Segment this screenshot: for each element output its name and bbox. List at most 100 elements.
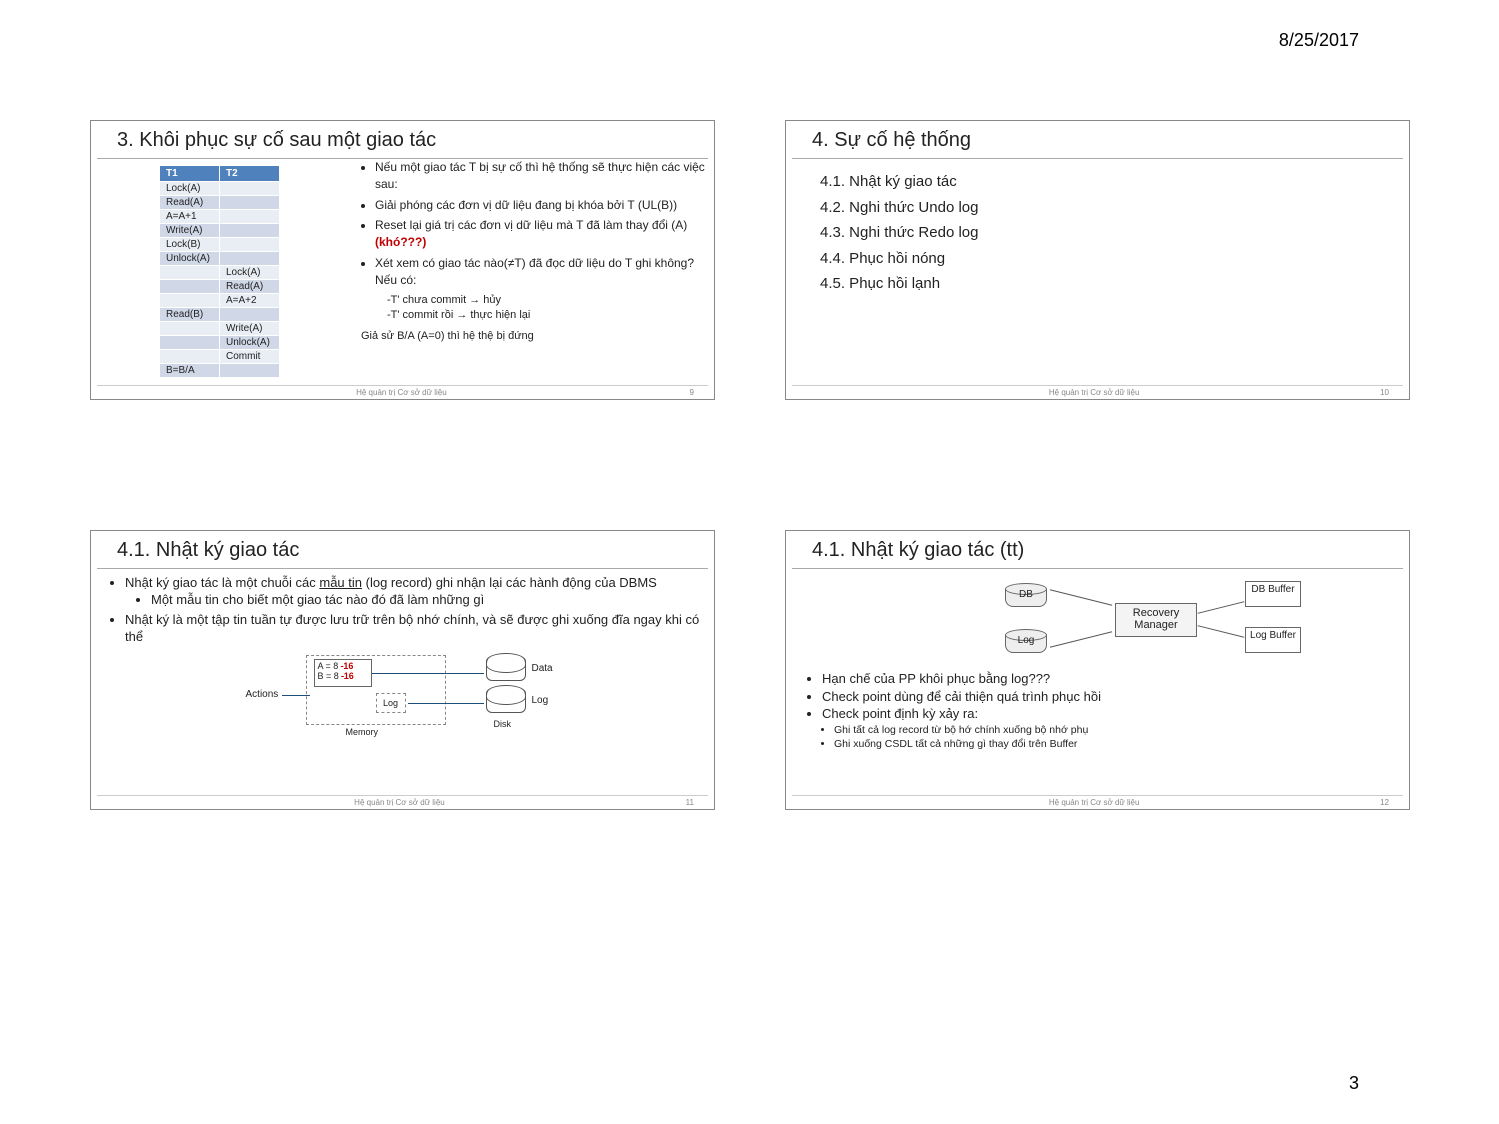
table-cell: Commit bbox=[220, 350, 280, 364]
bullet: Reset lại giá trị các đơn vị dữ liệu mà … bbox=[375, 217, 708, 251]
sub-bullet: -T' commit rồi → thực hiện lại bbox=[361, 308, 708, 323]
log-buffer-box: Log Buffer bbox=[1245, 627, 1301, 653]
table-cell bbox=[160, 280, 220, 294]
toc-item: 4.4. Phục hồi nóng bbox=[820, 246, 1395, 272]
transaction-table: T1T2 Lock(A) Read(A) A=A+1 Write(A) Lock… bbox=[159, 165, 280, 378]
log-cyl-label: Log bbox=[532, 695, 549, 706]
footer-text: Hệ quản trị Cơ sở dữ liệu bbox=[356, 388, 447, 397]
arrow-line bbox=[408, 703, 484, 704]
slide-11-title: 4.1. Nhật ký giao tác bbox=[97, 531, 708, 569]
footer-text: Hệ quản trị Cơ sở dữ liệu bbox=[1049, 798, 1140, 807]
table-cell: Write(A) bbox=[220, 322, 280, 336]
table-cell: Read(A) bbox=[160, 196, 220, 210]
table-cell: Lock(B) bbox=[160, 238, 220, 252]
log-diagram: Actions Memory A = 8 16 B = 8 16 Log bbox=[226, 649, 586, 739]
table-cell bbox=[220, 224, 280, 238]
disk-label: Disk bbox=[494, 719, 512, 729]
recovery-diagram: DB Log Recovery Manager DB Buffer Log Bu… bbox=[965, 575, 1385, 670]
th-t2: T2 bbox=[220, 166, 280, 182]
bullet: Check point dùng để cải thiện quá trình … bbox=[822, 688, 1395, 706]
slide-11: 4.1. Nhật ký giao tác Nhật ký giao tác l… bbox=[90, 530, 715, 810]
slide-footer: . Hệ quản trị Cơ sở dữ liệu 12 bbox=[792, 795, 1403, 809]
bullet: Nhật ký là một tập tin tuần tự được lưu … bbox=[125, 612, 700, 646]
bullet: Xét xem có giao tác nào(≠T) đã đọc dữ li… bbox=[375, 255, 708, 289]
toc-item: 4.3. Nghi thức Redo log bbox=[820, 220, 1395, 246]
slide-9-title: 3. Khôi phục sự cố sau một giao tác bbox=[97, 121, 708, 159]
bullet: Hạn chế của PP khôi phục bằng log??? bbox=[822, 670, 1395, 688]
table-cell bbox=[220, 364, 280, 378]
recovery-manager-box: Recovery Manager bbox=[1115, 603, 1197, 637]
slide-10-body: 4.1. Nhật ký giao tác 4.2. Nghi thức Und… bbox=[786, 159, 1409, 385]
slide-page: 9 bbox=[690, 388, 694, 397]
table-cell: Lock(A) bbox=[160, 182, 220, 196]
slide-12-title: 4.1. Nhật ký giao tác (tt) bbox=[792, 531, 1403, 569]
footer-text: Hệ quản trị Cơ sở dữ liệu bbox=[1049, 388, 1140, 397]
bullet: Giải phóng các đơn vị dữ liệu đang bị kh… bbox=[375, 197, 708, 214]
table-cell bbox=[220, 308, 280, 322]
actions-label: Actions bbox=[246, 689, 279, 700]
sub-bullet: -T' chưa commit → hủy bbox=[361, 293, 708, 308]
slide-10: 4. Sự cố hệ thống 4.1. Nhật ký giao tác … bbox=[785, 120, 1410, 400]
db-cylinder: DB bbox=[1005, 583, 1047, 609]
table-cell: Lock(A) bbox=[220, 266, 280, 280]
data-box: A = 8 16 B = 8 16 bbox=[314, 659, 372, 687]
toc-item: 4.2. Nghi thức Undo log bbox=[820, 195, 1395, 221]
log-box: Log bbox=[376, 693, 406, 713]
table-cell bbox=[160, 336, 220, 350]
data-cyl-label: Data bbox=[532, 663, 553, 674]
slides-grid: 3. Khôi phục sự cố sau một giao tác T1T2… bbox=[90, 120, 1410, 810]
slide-page: 10 bbox=[1380, 388, 1389, 397]
sub-bullet: Ghi xuống CSDL tất cả những gì thay đổi … bbox=[834, 737, 1395, 751]
arrow-line bbox=[372, 673, 484, 674]
slide-9-bullets: Nếu một giao tác T bị sự cố thì hệ thống… bbox=[361, 159, 708, 345]
table-cell bbox=[220, 196, 280, 210]
th-t1: T1 bbox=[160, 166, 220, 182]
arrow-line bbox=[282, 695, 310, 696]
connector-line bbox=[1050, 631, 1112, 647]
slide-page: 11 bbox=[686, 798, 694, 807]
slide-12: 4.1. Nhật ký giao tác (tt) DB Log Recove… bbox=[785, 530, 1410, 810]
footer-text: Hệ quản trị Cơ sở dữ liệu bbox=[354, 798, 445, 807]
table-cell: Unlock(A) bbox=[220, 336, 280, 350]
sub-bullet: Một mẫu tin cho biết một giao tác nào đó… bbox=[151, 592, 700, 609]
log-cylinder: Log bbox=[1005, 629, 1047, 655]
slide-12-body: DB Log Recovery Manager DB Buffer Log Bu… bbox=[786, 569, 1409, 795]
bullet: Check point định kỳ xảy ra: bbox=[822, 705, 1395, 723]
slide-11-body: Nhật ký giao tác là một chuỗi các mẫu ti… bbox=[91, 569, 714, 795]
memory-label: Memory bbox=[346, 727, 379, 737]
slide-9-body: T1T2 Lock(A) Read(A) A=A+1 Write(A) Lock… bbox=[91, 159, 714, 385]
table-cell bbox=[220, 252, 280, 266]
table-cell: Write(A) bbox=[160, 224, 220, 238]
table-cell bbox=[160, 322, 220, 336]
table-cell bbox=[160, 350, 220, 364]
table-cell bbox=[220, 238, 280, 252]
table-cell: A=A+2 bbox=[220, 294, 280, 308]
bullet: Nếu một giao tác T bị sự cố thì hệ thống… bbox=[375, 159, 708, 193]
table-cell bbox=[220, 182, 280, 196]
table-cell: B=B/A bbox=[160, 364, 220, 378]
connector-line bbox=[1198, 625, 1245, 638]
page-number: 3 bbox=[1349, 1073, 1359, 1094]
slide-9: 3. Khôi phục sự cố sau một giao tác T1T2… bbox=[90, 120, 715, 400]
slide-10-title: 4. Sự cố hệ thống bbox=[792, 121, 1403, 159]
connector-line bbox=[1050, 589, 1112, 605]
toc-item: 4.5. Phục hồi lạnh bbox=[820, 271, 1395, 297]
bottom-note: Giả sử B/A (A=0) thì hệ thệ bị đứng bbox=[361, 329, 708, 344]
table-cell bbox=[160, 294, 220, 308]
slide-footer: . Hệ quản trị Cơ sở dữ liệu 11 bbox=[97, 795, 708, 809]
page-date: 8/25/2017 bbox=[1279, 30, 1359, 51]
slide-page: 12 bbox=[1380, 798, 1389, 807]
slide-footer: . Hệ quản trị Cơ sở dữ liệu 9 bbox=[97, 385, 708, 399]
bullet: Nhật ký giao tác là một chuỗi các mẫu ti… bbox=[125, 575, 700, 609]
toc-item: 4.1. Nhật ký giao tác bbox=[820, 169, 1395, 195]
table-cell bbox=[220, 210, 280, 224]
table-cell bbox=[160, 266, 220, 280]
sub-bullet: Ghi tất cả log record từ bộ hớ chính xuố… bbox=[834, 723, 1395, 737]
table-cell: Read(A) bbox=[220, 280, 280, 294]
connector-line bbox=[1198, 601, 1245, 614]
table-cell: Read(B) bbox=[160, 308, 220, 322]
table-cell: A=A+1 bbox=[160, 210, 220, 224]
db-buffer-box: DB Buffer bbox=[1245, 581, 1301, 607]
slide-footer: . Hệ quản trị Cơ sở dữ liệu 10 bbox=[792, 385, 1403, 399]
table-cell: Unlock(A) bbox=[160, 252, 220, 266]
